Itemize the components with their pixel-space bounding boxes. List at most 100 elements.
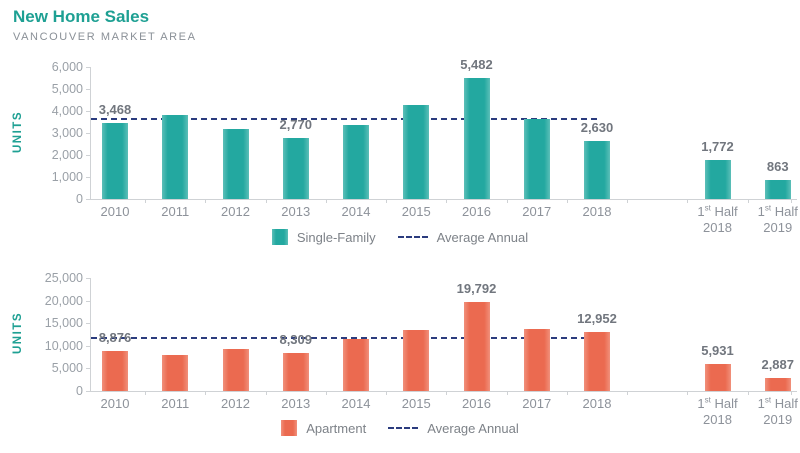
- value-label-2018: 2,630: [580, 120, 614, 136]
- units-axis-label-single-family: UNITS: [12, 111, 24, 153]
- bar-2017: [523, 119, 550, 199]
- y-tick-mark: [86, 368, 91, 370]
- x-category-label-2014: 2014: [341, 396, 371, 411]
- value-label-2010: 8,876: [98, 329, 132, 345]
- single-family-legend-label: Single-Family: [296, 229, 376, 245]
- x-category-label-1st-half-2018: 1st Half 2018: [697, 395, 738, 427]
- x-tick-mark: [566, 391, 568, 395]
- x-category-label-2015: 2015: [401, 396, 431, 411]
- y-tick-label: 2,000: [51, 148, 83, 162]
- average-annual-legend-label: Average Annual: [427, 420, 519, 436]
- x-category-label-2013: 2013: [281, 204, 311, 219]
- x-tick-mark: [747, 391, 749, 395]
- value-label-1st-half-2018: 1,772: [701, 139, 734, 155]
- y-tick-label: 6,000: [51, 60, 83, 74]
- value-label-2016: 5,482: [460, 57, 493, 73]
- bar-2014: [343, 125, 369, 199]
- x-tick-mark: [791, 391, 792, 395]
- x-tick-mark: [566, 199, 568, 203]
- header: New Home Sales VANCOUVER MARKET AREA: [13, 7, 197, 43]
- average-annual-line: [91, 118, 597, 121]
- y-tick-mark: [86, 67, 91, 68]
- y-tick-label: 5,000: [51, 82, 83, 96]
- y-tick-mark: [86, 391, 91, 392]
- bar-2013: [282, 353, 309, 391]
- x-category-label-2018: 2018: [582, 396, 612, 411]
- x-tick-mark: [145, 391, 147, 395]
- bar-1st-half-2018: [704, 160, 731, 199]
- x-tick-mark: [205, 199, 207, 203]
- value-label-2013: 2,770: [279, 117, 313, 133]
- x-tick-mark: [386, 391, 388, 395]
- bar-2015: [403, 329, 430, 391]
- value-label-2016: 19,792: [456, 280, 497, 296]
- y-tick-mark: [86, 177, 91, 178]
- x-category-label-2013: 2013: [281, 396, 311, 411]
- y-tick-mark: [86, 323, 91, 325]
- bar-2010: [102, 350, 128, 391]
- single-family-chart-plot: 6,000 5,000 4,000 3,000 2,000 1,000 0 3,468 2010…: [52, 57, 798, 235]
- bar-2017: [523, 328, 550, 391]
- x-category-label-2017: 2017: [522, 204, 552, 219]
- bar-2012: [222, 128, 249, 199]
- bar-1st-half-2019: [764, 180, 791, 199]
- apartment-swatch-icon: [281, 420, 298, 436]
- page-title: New Home Sales: [13, 7, 150, 26]
- x-tick-mark: [446, 391, 448, 395]
- y-tick-label: 1,000: [51, 170, 83, 184]
- y-tick-mark: [86, 155, 91, 156]
- x-category-label-2014: 2014: [341, 204, 371, 219]
- bar-2014: [343, 339, 369, 391]
- x-tick-mark: [205, 391, 207, 395]
- units-axis-label-apartment: UNITS: [12, 312, 24, 354]
- bar-2016: [463, 78, 490, 199]
- y-tick-label: 3,000: [51, 126, 83, 140]
- average-annual-dash-icon: [397, 236, 428, 238]
- y-tick-mark: [86, 199, 91, 200]
- x-tick-mark: [446, 199, 448, 203]
- y-tick-mark: [86, 345, 91, 347]
- x-tick-mark: [145, 199, 147, 203]
- bar-2013: [282, 138, 309, 199]
- y-tick-mark: [86, 278, 91, 279]
- apartment-legend: Apartment Average Annual: [0, 420, 800, 436]
- x-tick-mark: [325, 199, 327, 203]
- value-label-1st-half-2019: 863: [766, 159, 789, 174]
- bar-2016: [463, 301, 490, 391]
- bar-2018: [584, 141, 610, 199]
- x-category-label-2011: 2011: [161, 396, 190, 411]
- y-tick-label: 10,000: [44, 338, 83, 353]
- x-category-label-2010: 2010: [100, 396, 130, 411]
- x-category-label-2012: 2012: [221, 396, 250, 411]
- y-tick-mark: [86, 111, 91, 112]
- x-tick-mark: [627, 391, 629, 395]
- bar-2015: [403, 104, 430, 199]
- x-tick-mark: [265, 199, 267, 203]
- value-label-2018: 12,952: [577, 311, 617, 327]
- x-category-label-1st-half-2019: 1st Half 2019: [757, 395, 798, 427]
- x-tick-mark: [506, 199, 508, 203]
- x-category-label-2016: 2016: [462, 396, 491, 411]
- x-tick-mark: [386, 199, 388, 203]
- apartment-chart-plot: 25,000 20,000 15,000 10,000 5,000 0 8,876 2010 2…: [45, 271, 798, 427]
- x-category-label-2011: 2011: [161, 204, 190, 219]
- bar-1st-half-2018: [704, 364, 731, 391]
- x-tick-mark: [747, 199, 749, 203]
- y-tick-label: 25,000: [44, 271, 83, 285]
- x-category-label-2018: 2018: [582, 204, 612, 219]
- value-label-1st-half-2019: 2,887: [761, 356, 795, 372]
- page-subtitle: VANCOUVER MARKET AREA: [13, 31, 197, 43]
- bar-2010: [102, 122, 128, 199]
- x-category-label-2010: 2010: [100, 204, 130, 219]
- bar-2011: [162, 115, 189, 199]
- x-tick-mark: [627, 199, 629, 203]
- average-annual-line: [91, 336, 597, 339]
- bar-2012: [222, 348, 249, 391]
- average-annual-dash-icon: [388, 427, 419, 429]
- bar-2011: [162, 354, 189, 391]
- x-tick-mark: [265, 391, 267, 395]
- x-tick-mark: [791, 199, 792, 203]
- single-family-legend: Single-Family Average Annual: [0, 229, 800, 245]
- y-tick-label: 5,000: [51, 361, 83, 376]
